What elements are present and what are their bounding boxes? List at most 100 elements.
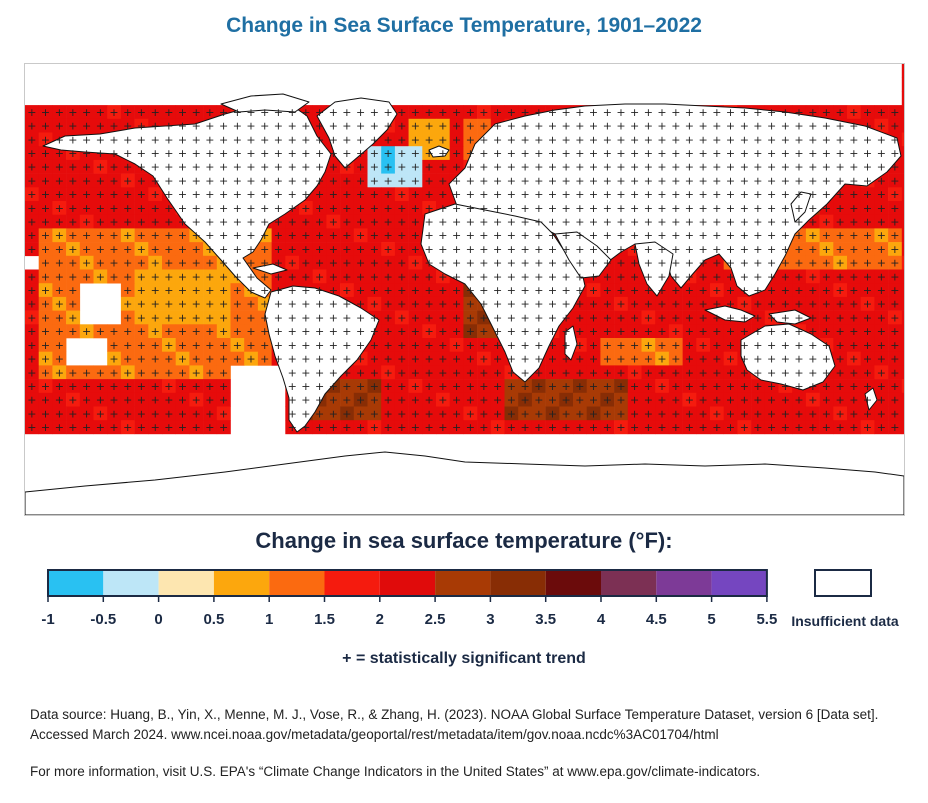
significance-mark: +: [698, 202, 707, 215]
ocean-grid-cell: [52, 324, 67, 339]
significance-mark: +: [603, 298, 612, 311]
significance-mark: +: [877, 298, 886, 311]
ocean-grid-cell: [449, 324, 464, 339]
significance-mark: +: [301, 243, 310, 256]
significance-mark: +: [616, 257, 625, 270]
significance-mark: +: [438, 407, 447, 420]
significance-mark: +: [123, 407, 132, 420]
ocean-grid-cell: [203, 338, 218, 352]
ocean-grid-cell: [25, 338, 39, 352]
significance-mark: +: [342, 366, 351, 379]
significance-mark: +: [246, 270, 255, 283]
significance-mark: +: [27, 243, 36, 256]
significance-mark: +: [835, 407, 844, 420]
ocean-grid-cell: [175, 255, 190, 270]
significance-mark: +: [616, 380, 625, 393]
significance-mark: +: [877, 325, 886, 338]
significance-mark: +: [329, 147, 338, 160]
significance-mark: +: [96, 270, 105, 283]
significance-mark: +: [808, 106, 817, 119]
ocean-grid-cell: [340, 173, 355, 188]
significance-mark: +: [370, 229, 379, 242]
significance-mark: +: [55, 216, 64, 229]
ocean-grid-cell: [874, 105, 889, 120]
significance-mark: +: [342, 161, 351, 174]
ocean-grid-cell: [408, 118, 423, 133]
significance-mark: +: [383, 407, 392, 420]
ocean-grid-cell: [394, 283, 409, 298]
significance-mark: +: [274, 174, 283, 187]
significance-mark: +: [151, 202, 160, 215]
significance-mark: +: [520, 325, 529, 338]
significance-mark: +: [356, 284, 365, 297]
ocean-grid-cell: [408, 228, 423, 243]
significance-mark: +: [274, 270, 283, 283]
ocean-grid-cell: [641, 310, 656, 325]
significance-mark: +: [233, 243, 242, 256]
significance-mark: +: [260, 353, 269, 366]
significance-mark: +: [575, 174, 584, 187]
significance-mark: +: [219, 421, 228, 434]
significance-mark: +: [383, 366, 392, 379]
significance-mark: +: [383, 421, 392, 434]
significance-mark: +: [575, 421, 584, 434]
significance-mark: +: [507, 243, 516, 256]
significance-mark: +: [561, 380, 570, 393]
significance-mark: +: [726, 339, 735, 352]
significance-mark: +: [288, 188, 297, 201]
significance-mark: +: [849, 216, 858, 229]
significance-mark: +: [260, 243, 269, 256]
significance-mark: +: [123, 270, 132, 283]
significance-mark: +: [589, 257, 598, 270]
significance-mark: +: [55, 188, 64, 201]
significance-mark: +: [589, 284, 598, 297]
significance-mark: +: [452, 270, 461, 283]
ocean-grid-cell: [381, 283, 396, 298]
significance-mark: +: [575, 270, 584, 283]
significance-mark: +: [740, 298, 749, 311]
ocean-grid-cell: [682, 351, 697, 366]
significance-mark: +: [466, 133, 475, 146]
ocean-grid-cell: [764, 296, 779, 311]
significance-mark: +: [123, 243, 132, 256]
significance-mark: +: [644, 161, 653, 174]
legend-bin: [324, 570, 380, 596]
significance-mark: +: [274, 243, 283, 256]
significance-mark: +: [781, 353, 790, 366]
significance-mark: +: [657, 366, 666, 379]
significance-mark: +: [740, 394, 749, 407]
ocean-grid-cell: [353, 201, 368, 215]
significance-mark: +: [356, 188, 365, 201]
significance-mark: +: [41, 174, 50, 187]
ocean-grid-cell: [162, 242, 176, 257]
significance-mark: +: [424, 298, 433, 311]
significance-mark: +: [493, 174, 502, 187]
ocean-grid-cell: [408, 310, 423, 325]
significance-mark: +: [315, 257, 324, 270]
significance-mark: +: [178, 257, 187, 270]
significance-mark: +: [151, 147, 160, 160]
significance-mark: +: [589, 120, 598, 133]
significance-mark: +: [808, 147, 817, 160]
significance-mark: +: [424, 270, 433, 283]
significance-mark: +: [96, 325, 105, 338]
ocean-grid-cell: [326, 228, 341, 243]
significance-mark: +: [808, 298, 817, 311]
significance-mark: +: [548, 394, 557, 407]
significance-mark: +: [630, 380, 639, 393]
significance-mark: +: [616, 147, 625, 160]
significance-mark: +: [890, 202, 899, 215]
significance-mark: +: [671, 270, 680, 283]
significance-mark: +: [41, 202, 50, 215]
significance-mark: +: [808, 421, 817, 434]
significance-mark: +: [274, 188, 283, 201]
significance-mark: +: [767, 421, 776, 434]
significance-mark: +: [452, 106, 461, 119]
significance-mark: +: [685, 161, 694, 174]
significance-mark: +: [794, 202, 803, 215]
significance-mark: +: [55, 407, 64, 420]
significance-mark: +: [219, 325, 228, 338]
significance-mark: +: [644, 380, 653, 393]
significance-mark: +: [370, 202, 379, 215]
significance-mark: +: [151, 339, 160, 352]
